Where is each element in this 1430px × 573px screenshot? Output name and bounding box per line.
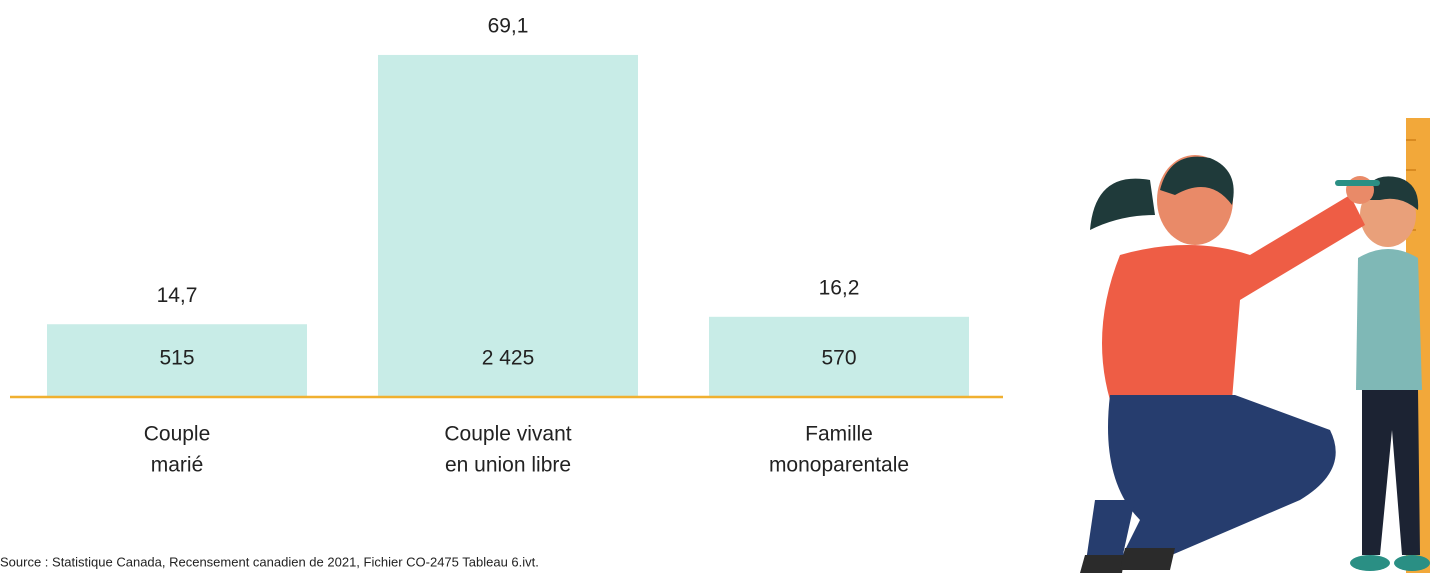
count-label: 515: [159, 347, 194, 370]
category-label: monoparentale: [769, 454, 909, 477]
value-label: 14,7: [157, 284, 198, 307]
value-label: 16,2: [819, 276, 860, 299]
chart: Source : Statistique Canada, Recensement…: [0, 0, 1430, 573]
category-label: Couple vivant: [444, 423, 571, 446]
category-label: Couple: [144, 423, 211, 446]
count-label: 570: [821, 347, 856, 370]
category-label: en union libre: [445, 454, 571, 477]
count-label: 2 425: [482, 347, 535, 370]
category-label: marié: [151, 454, 204, 477]
source-note: Source : Statistique Canada, Recensement…: [0, 554, 539, 569]
value-label: 69,1: [488, 15, 529, 38]
page: {"chart_data": {"type": "bar", "categori…: [0, 0, 1430, 573]
category-label: Famille: [805, 423, 873, 446]
illustration: [1080, 118, 1430, 573]
